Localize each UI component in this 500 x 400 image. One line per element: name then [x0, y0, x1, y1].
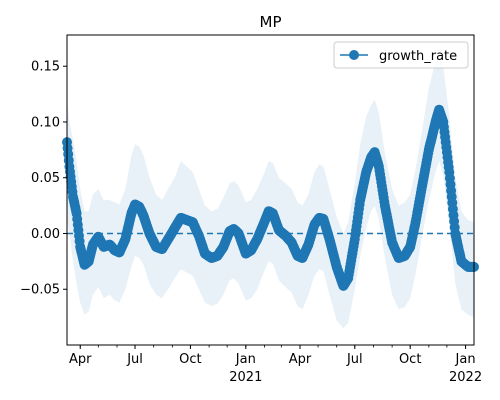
- y-tick-label: 0.00: [31, 227, 60, 242]
- x-tick-label: Oct: [179, 352, 201, 367]
- x-tick-year-label: 2021: [229, 370, 262, 385]
- y-tick-label: 0.10: [31, 115, 60, 130]
- legend-label-growth-rate: growth_rate: [379, 49, 457, 64]
- legend[interactable]: growth_rate: [333, 41, 469, 69]
- y-tick-label: 0.15: [31, 60, 60, 75]
- x-tick-label: Jul: [126, 352, 143, 367]
- series-layer: [62, 104, 479, 291]
- confidence-band-layer: [67, 55, 474, 329]
- x-tick-label: Jan: [235, 352, 256, 367]
- x-tick-label: Apr: [289, 352, 312, 367]
- x-tick-label: Jul: [346, 352, 363, 367]
- x-tick-year-label: 2022: [449, 370, 482, 385]
- chart-title: MP: [260, 13, 282, 31]
- plot-frame: [66, 34, 475, 346]
- y-tick-label: 0.05: [31, 171, 60, 186]
- x-tick-label: Oct: [399, 352, 421, 367]
- x-axis: Apr Jul Oct Jan 2021 Apr Jul Oct Jan 2022: [69, 345, 482, 385]
- x-tick-label: Apr: [69, 352, 92, 367]
- legend-marker-swatch: [349, 50, 359, 60]
- legend-box: [333, 41, 469, 69]
- confidence-band-0: [67, 55, 474, 329]
- x-tick-label: Jan: [455, 352, 476, 367]
- y-tick-label: −0.05: [20, 283, 60, 298]
- y-axis: −0.05 0.00 0.05 0.10 0.15: [20, 60, 67, 298]
